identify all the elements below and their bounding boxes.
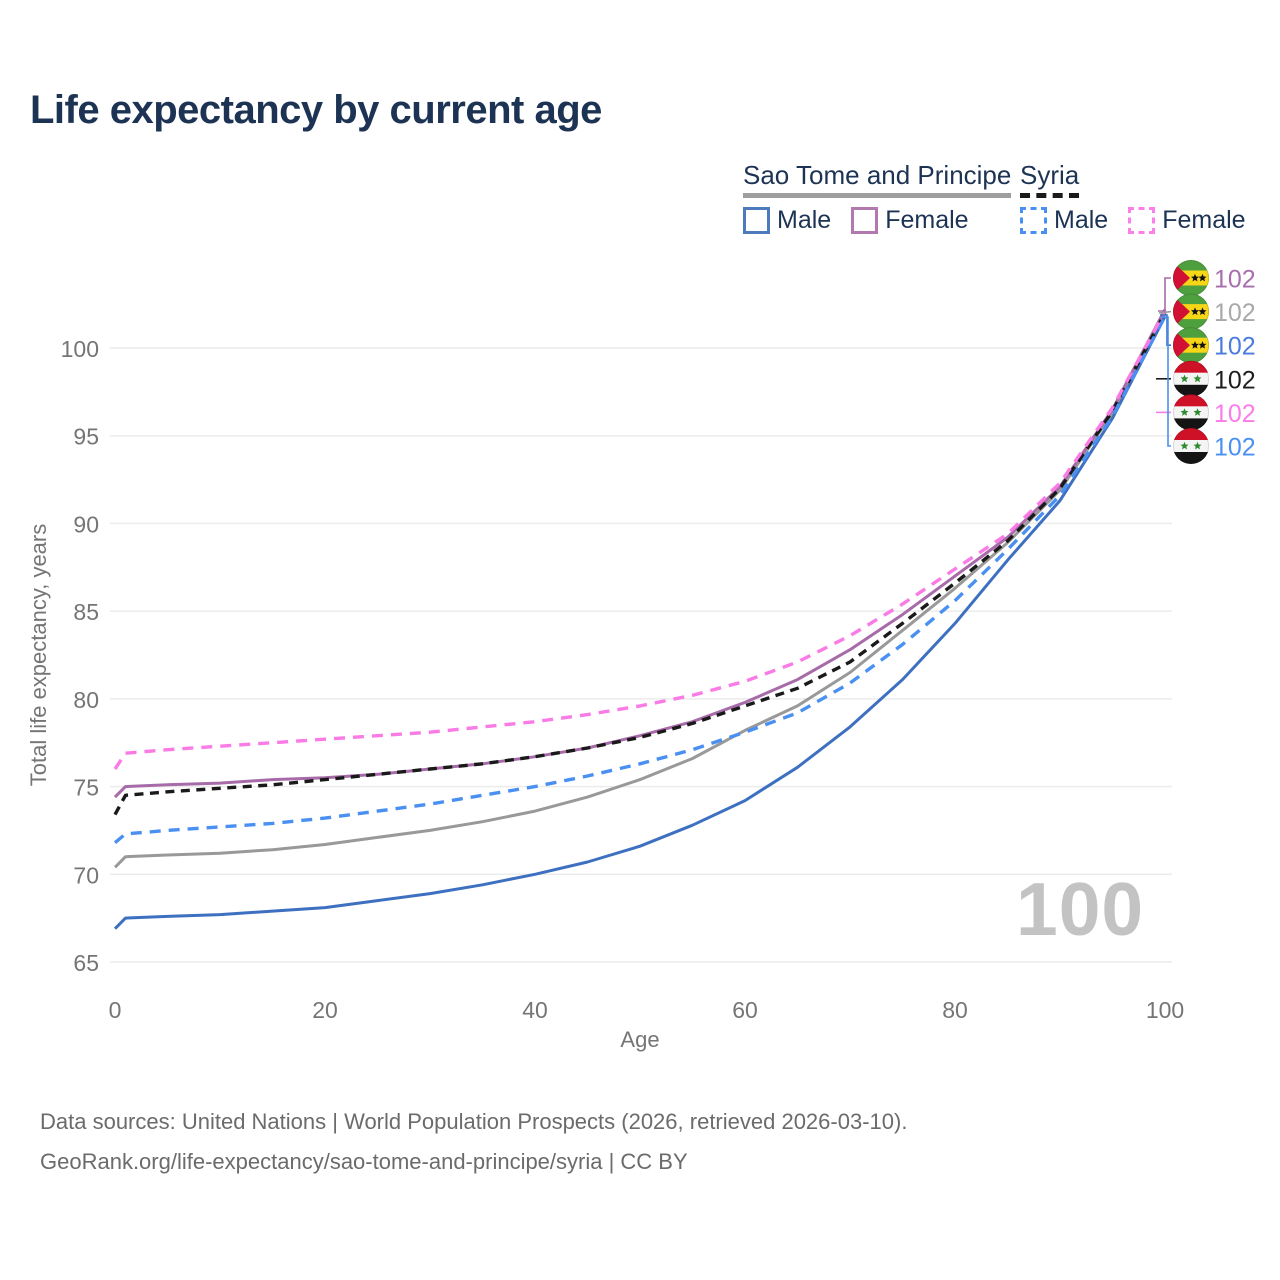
y-axis-title: Total life expectancy, years [26, 524, 51, 787]
end-value-label: 102 [1214, 366, 1256, 394]
label-connector [1161, 316, 1171, 447]
flag-star [1193, 441, 1202, 450]
y-tick-label: 75 [73, 775, 99, 801]
flag-star [1193, 408, 1202, 416]
flag-triangle [1173, 295, 1190, 328]
flag-band [1173, 428, 1209, 440]
flag-band [1173, 418, 1209, 431]
legend-item-sy-male[interactable]: Male [1020, 206, 1108, 235]
end-value-label: 102 [1214, 434, 1256, 462]
flag-band [1173, 372, 1209, 385]
flag-star [1198, 341, 1207, 349]
legend-item-sy-female[interactable]: Female [1128, 206, 1246, 235]
legend-item-st-male[interactable]: Male [743, 206, 831, 235]
sy-female-swatch-icon [1128, 207, 1156, 235]
series-line-sy_male[interactable] [113, 315, 1167, 845]
y-tick-label: 95 [73, 424, 99, 450]
legend-item-label: Male [777, 206, 832, 235]
sy-male-swatch-icon [1020, 207, 1047, 235]
flag-band [1173, 452, 1209, 464]
y-tick-label: 100 [61, 336, 99, 362]
flag-band [1173, 406, 1209, 419]
syria-flag-icon [1172, 427, 1210, 465]
label-connector [1158, 277, 1171, 312]
series-line-st_male[interactable] [113, 315, 1167, 930]
flag-star [1191, 273, 1199, 282]
flag-band [1173, 394, 1209, 407]
legend-country-syria: Syria [1020, 160, 1080, 199]
y-tick-label: 70 [73, 862, 99, 888]
series-line-sy_female[interactable] [113, 310, 1167, 770]
x-tick-label: 80 [942, 997, 968, 1023]
flag-star [1180, 374, 1189, 383]
footer: Data sources: United Nations | World Pop… [40, 1102, 907, 1182]
flag-star [1180, 408, 1189, 416]
sao-tome-flag-icon [1172, 327, 1210, 364]
end-value-label: 102 [1214, 299, 1256, 327]
flag-band [1173, 360, 1209, 373]
syria-flag-icon [1172, 360, 1210, 397]
st-female-swatch-icon [851, 207, 879, 235]
footer-source-link: GeoRank.org/life-expectancy/sao-tome-and… [40, 1149, 688, 1174]
series-line-st_total[interactable] [113, 312, 1167, 869]
x-tick-label: 20 [312, 997, 338, 1023]
series-line-sy_total[interactable] [113, 312, 1167, 816]
legend-item-st-female[interactable]: Female [851, 206, 969, 235]
sao-tome-flag-icon [1172, 259, 1210, 297]
flag-band [1173, 440, 1209, 452]
x-tick-label: 40 [522, 997, 548, 1023]
flag-star [1198, 307, 1207, 315]
y-tick-label: 65 [73, 950, 99, 976]
x-tick-label: 100 [1146, 997, 1184, 1023]
series-line-st_female[interactable] [113, 308, 1167, 799]
legend-item-label: Female [885, 206, 969, 235]
legend-item-label: Female [1162, 206, 1246, 235]
page-title: Life expectancy by current age [30, 88, 602, 132]
sao-tome-flag-icon [1172, 293, 1210, 330]
age-watermark: 100 [1016, 867, 1145, 951]
flag-star [1191, 307, 1199, 315]
x-axis-title: Age [620, 1027, 659, 1052]
flag-triangle [1173, 262, 1190, 294]
flag-triangle [1173, 329, 1190, 362]
y-tick-label: 80 [73, 687, 99, 713]
flag-star [1191, 341, 1199, 349]
footer-data-sources: Data sources: United Nations | World Pop… [40, 1109, 908, 1134]
syria-flag-icon [1172, 394, 1210, 431]
flag-star [1193, 374, 1202, 383]
flag-band [1173, 384, 1209, 397]
end-value-label: 102 [1214, 266, 1256, 294]
st-male-swatch-icon [743, 207, 770, 235]
legend-group-syria: Syria Male Female [1020, 160, 1246, 235]
label-connector [1158, 310, 1172, 314]
flag-star [1180, 441, 1189, 450]
legend-group-sao-tome: Sao Tome and Principe Male Female [743, 160, 1012, 235]
x-tick-label: 0 [109, 997, 122, 1023]
label-connector [1160, 314, 1171, 346]
x-tick-label: 60 [732, 997, 758, 1023]
y-tick-label: 85 [73, 599, 99, 625]
flag-rim [1172, 427, 1210, 465]
end-value-label: 102 [1214, 333, 1256, 361]
flag-star [1198, 273, 1207, 282]
end-value-label: 102 [1214, 400, 1256, 428]
y-tick-label: 90 [73, 511, 99, 537]
legend-country-sao-tome: Sao Tome and Principe [743, 160, 1012, 199]
legend-item-label: Male [1054, 206, 1109, 235]
